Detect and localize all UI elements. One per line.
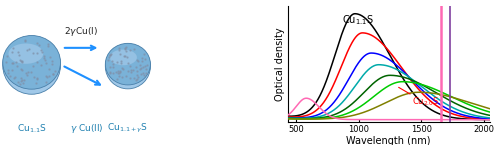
Ellipse shape bbox=[110, 50, 137, 65]
Ellipse shape bbox=[8, 44, 43, 64]
X-axis label: Wavelength (nm): Wavelength (nm) bbox=[346, 136, 431, 145]
Text: Cu$_{1.1+\gamma}$S: Cu$_{1.1+\gamma}$S bbox=[108, 122, 148, 135]
Ellipse shape bbox=[3, 61, 60, 77]
Ellipse shape bbox=[3, 36, 60, 89]
Ellipse shape bbox=[3, 36, 60, 94]
Ellipse shape bbox=[106, 63, 150, 76]
Text: $\gamma$ Cu(II): $\gamma$ Cu(II) bbox=[70, 122, 103, 135]
Text: Cu$_{2.0}$S: Cu$_{2.0}$S bbox=[412, 95, 440, 108]
Text: Cu$_{1.1}$S: Cu$_{1.1}$S bbox=[17, 122, 46, 135]
Text: Cu$_{1.1}$S: Cu$_{1.1}$S bbox=[342, 13, 374, 27]
Y-axis label: Optical density: Optical density bbox=[274, 27, 284, 101]
Text: 2$\gamma$Cu(I): 2$\gamma$Cu(I) bbox=[64, 25, 98, 38]
Ellipse shape bbox=[106, 43, 150, 85]
Ellipse shape bbox=[106, 44, 150, 89]
